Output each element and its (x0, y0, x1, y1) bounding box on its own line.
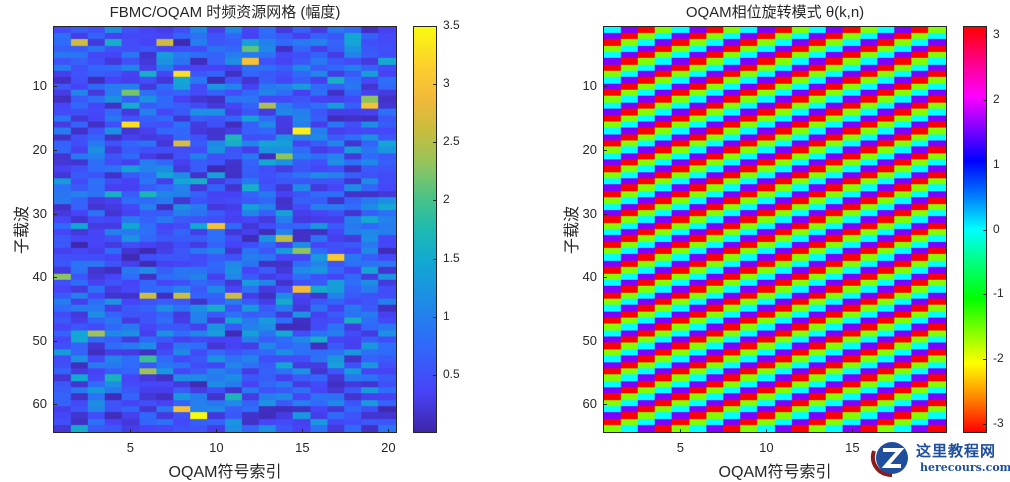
colorbar-tick (433, 316, 437, 318)
x-tick-label: 15 (295, 440, 310, 455)
colorbar-tick-label: -3 (993, 415, 1004, 430)
left-ylabel: 子载波 (14, 206, 31, 255)
watermark-cn: 这里教程网 (916, 442, 997, 460)
x-tick-label: 10 (209, 440, 224, 455)
left-chart-title: FBMC/OQAM 时频资源网格 (幅度) (109, 4, 341, 21)
left-xlabel: OQAM符号索引 (168, 464, 282, 481)
colorbar-tick (983, 423, 987, 425)
x-tick (216, 429, 218, 433)
colorbar-tick (433, 258, 437, 260)
colorbar-tick (433, 26, 437, 27)
y-tick-label: 10 (582, 78, 597, 94)
y-tick-label: 40 (32, 269, 47, 285)
x-tick (302, 429, 304, 433)
x-tick (852, 429, 854, 433)
colorbar-tick-label: 1 (443, 308, 450, 323)
colorbar-tick (983, 164, 987, 166)
x-tick (130, 429, 132, 433)
colorbar-tick (983, 294, 987, 296)
colorbar-tick (983, 359, 987, 361)
x-tick (388, 429, 390, 433)
y-tick-label: 40 (582, 269, 597, 285)
colorbar-tick (433, 200, 437, 202)
y-tick (603, 150, 607, 151)
y-tick (53, 340, 57, 342)
x-tick-label: 15 (845, 440, 860, 455)
amplitude-heatmap (53, 26, 397, 433)
y-tick-label: 60 (32, 396, 47, 412)
colorbar-tick-label: -2 (993, 351, 1004, 366)
colorbar-tick-label: 1 (993, 156, 1000, 171)
colorbar-tick-label: 1.5 (443, 250, 460, 265)
y-tick (603, 213, 607, 215)
x-tick (680, 429, 682, 433)
colorbar-tick-label: 2.5 (443, 134, 460, 149)
colorbar-tick-label: 0 (993, 221, 1000, 236)
colorbar-tick (983, 229, 987, 231)
y-tick (603, 277, 607, 279)
left-colorbar (413, 26, 437, 433)
right-chart-title: OQAM相位旋转模式 θ(k,n) (685, 4, 865, 21)
colorbar-tick (433, 84, 437, 86)
colorbar-tick-label: 0.5 (443, 366, 460, 381)
colorbar-tick (983, 35, 987, 37)
y-tick (603, 86, 607, 88)
y-tick (53, 86, 57, 88)
phase-heatmap (603, 26, 947, 433)
y-tick (53, 277, 57, 279)
colorbar-tick (983, 99, 987, 101)
colorbar-tick-label: 3 (443, 76, 450, 91)
y-tick (603, 340, 607, 342)
colorbar-tick-label: 2 (993, 91, 1000, 106)
y-tick-label: 10 (32, 78, 47, 94)
y-tick-label: 60 (582, 396, 597, 412)
y-tick-label: 20 (582, 142, 597, 157)
x-tick (766, 429, 768, 433)
colorbar-tick-label: -1 (993, 286, 1004, 301)
x-tick-label: 20 (381, 440, 396, 455)
y-tick-label: 30 (32, 205, 47, 221)
watermark-en: herecours.com (920, 461, 1010, 474)
y-tick (603, 404, 607, 406)
x-tick-label: 5 (676, 440, 684, 455)
colorbar-tick-label: 2 (443, 192, 450, 207)
colorbar-tick-label: 3.5 (443, 18, 460, 32)
x-tick-label: 5 (126, 440, 134, 455)
y-tick-label: 50 (32, 332, 47, 348)
colorbar-tick (433, 142, 437, 144)
right-xlabel: OQAM符号索引 (718, 464, 832, 481)
right-ylabel: 子载波 (564, 206, 581, 255)
watermark-logo-icon (871, 442, 908, 477)
y-tick-label: 30 (582, 205, 597, 221)
y-tick-label: 20 (32, 142, 47, 157)
y-tick (53, 404, 57, 406)
colorbar-tick-label: 3 (993, 27, 1000, 42)
colorbar-tick (433, 374, 437, 376)
y-tick-label: 50 (582, 332, 597, 348)
watermark: 这里教程网 herecours.com (868, 437, 1010, 481)
y-tick (53, 150, 57, 151)
y-tick (53, 213, 57, 215)
x-tick-label: 10 (759, 440, 774, 455)
